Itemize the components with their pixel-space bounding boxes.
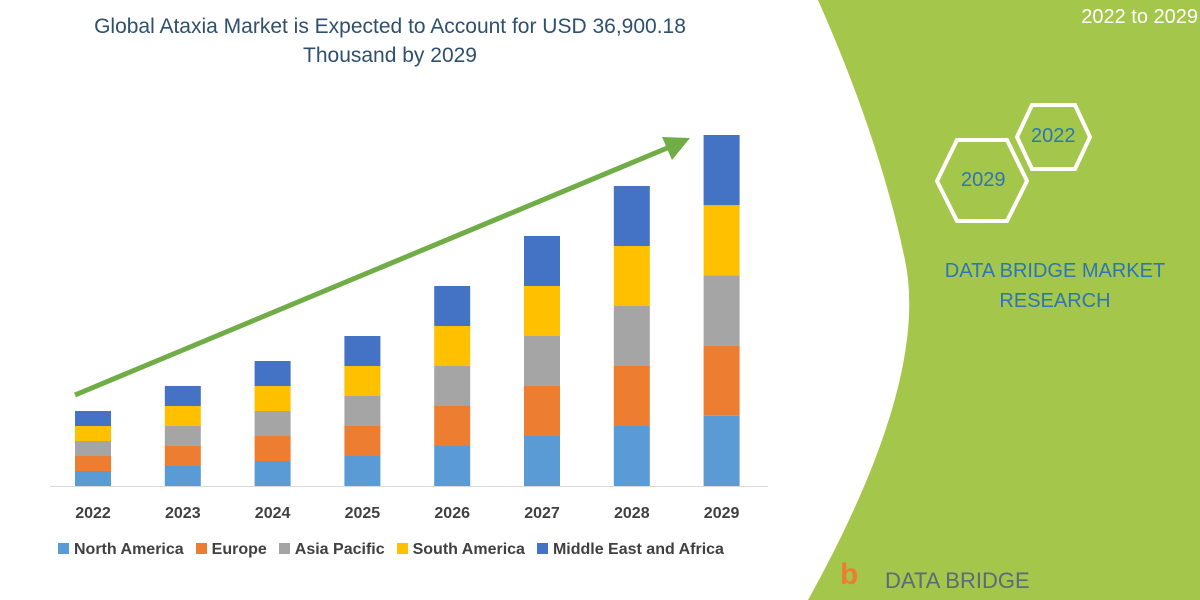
bar-segment <box>703 345 740 416</box>
bar-segment <box>434 326 471 367</box>
bar-segment <box>254 461 291 486</box>
legend-item: Middle East and Africa <box>536 541 724 559</box>
x-tick-label: 2025 <box>345 505 381 522</box>
bar-segment <box>344 455 381 486</box>
hexagon-2029 <box>934 138 1030 223</box>
legend-swatch <box>195 543 207 554</box>
bar-segment <box>164 445 201 466</box>
legend-item: South America <box>396 541 525 559</box>
bar-segment <box>75 440 111 456</box>
bar-segment <box>344 335 381 366</box>
legend-label: North America <box>74 541 184 558</box>
legend-label: Asia Pacific <box>294 541 385 558</box>
bar-segment <box>524 285 560 336</box>
hex-label-2029: 2029 <box>961 169 1006 191</box>
bar-segment <box>434 366 471 407</box>
bar-segment <box>613 185 650 246</box>
legend-swatch <box>278 543 290 554</box>
bar-segment <box>254 386 291 412</box>
x-tick-label: 2029 <box>704 505 740 522</box>
bar-segment <box>434 406 471 447</box>
x-tick-label: 2028 <box>614 505 650 522</box>
legend-swatch <box>396 543 408 554</box>
legend-swatch <box>536 543 548 554</box>
bar-segment <box>75 455 111 471</box>
x-tick-label: 2026 <box>434 505 470 522</box>
hex-label-2022: 2022 <box>1031 125 1076 147</box>
bar-segment <box>75 425 111 441</box>
bar-segment <box>703 135 740 206</box>
bar-segment <box>164 465 201 486</box>
legend-item: Asia Pacific <box>278 541 385 559</box>
hexagon-2022 <box>1014 103 1093 171</box>
bar-segment <box>524 385 560 436</box>
bar-segment <box>434 286 471 327</box>
bar-segment <box>524 335 560 386</box>
bar-segment <box>75 470 111 486</box>
bar-segment <box>613 245 650 306</box>
legend-item: Europe <box>195 541 267 559</box>
brand-text: DATA BRIDGE MARKET RESEARCH <box>920 256 1190 316</box>
x-tick-label: 2022 <box>75 505 111 522</box>
x-tick-label: 2024 <box>255 505 291 522</box>
chart-title: Global Ataxia Market is Expected to Acco… <box>40 12 740 70</box>
legend-label: Europe <box>211 541 267 558</box>
legend-item: North America <box>58 541 184 559</box>
bar-segment <box>254 361 291 387</box>
period-text: 2022 to 2029 <box>1081 6 1198 28</box>
bar-segment <box>613 425 650 486</box>
x-tick-label: 2027 <box>524 505 560 522</box>
legend-label: South America <box>412 541 525 558</box>
legend-label: Middle East and Africa <box>552 541 724 558</box>
bar-segment <box>524 435 560 486</box>
brand-line-1: DATA BRIDGE MARKET <box>944 260 1166 282</box>
trend-arrow-line <box>74 143 673 398</box>
arrow-head-icon <box>662 137 690 160</box>
bar-segment <box>344 425 381 456</box>
title-line-2: Thousand by 2029 <box>303 44 477 67</box>
chart-area: 2022 2023 2024 2025 2026 2027 2028 2029 <box>50 135 768 522</box>
bar-segment <box>164 425 201 446</box>
bar-segment <box>344 395 381 426</box>
brand-line-2: RESEARCH <box>999 290 1111 312</box>
green-panel <box>808 0 1200 600</box>
bar-segment <box>703 275 740 346</box>
logo: b DATA BRIDGE <box>840 558 1030 594</box>
bar-segment <box>164 385 201 406</box>
bar-segment <box>344 365 381 396</box>
bar-segment <box>254 436 291 462</box>
logo-text: DATA BRIDGE <box>885 568 1030 593</box>
legend-swatch <box>58 543 69 554</box>
bar-segment <box>524 235 560 286</box>
x-tick-label: 2023 <box>165 505 201 522</box>
title-line-1: Global Ataxia Market is Expected to Acco… <box>94 15 686 38</box>
bar-segment <box>434 446 471 486</box>
bar-segment <box>613 305 650 366</box>
bar-segment <box>703 415 740 486</box>
bar-segment <box>254 411 291 437</box>
legend: North America Europe Asia Pacific South Ame… <box>58 541 724 559</box>
bar-segment <box>164 405 201 426</box>
bar-segment <box>613 365 650 426</box>
bar-segment <box>75 410 111 426</box>
logo-icon: b <box>840 558 859 591</box>
bar-segment <box>703 205 740 276</box>
